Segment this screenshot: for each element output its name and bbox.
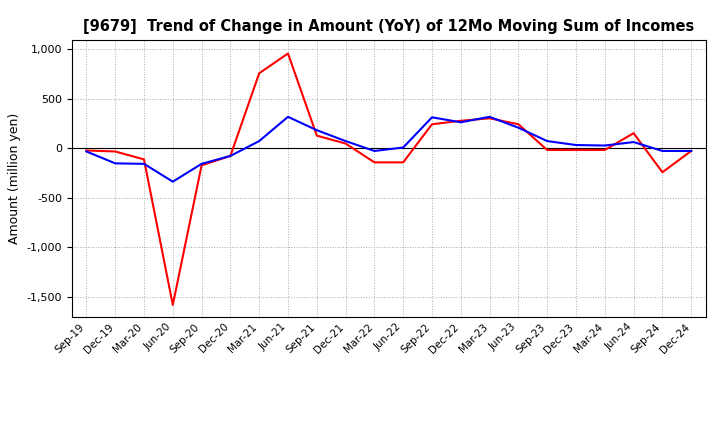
Ordinary Income bbox=[600, 143, 609, 148]
Ordinary Income bbox=[168, 179, 177, 184]
Net Income bbox=[572, 147, 580, 153]
Ordinary Income bbox=[370, 148, 379, 154]
Net Income bbox=[687, 148, 696, 154]
Ordinary Income bbox=[399, 145, 408, 150]
Ordinary Income bbox=[284, 114, 292, 119]
Net Income bbox=[658, 169, 667, 175]
Net Income bbox=[341, 141, 350, 146]
Ordinary Income bbox=[341, 139, 350, 144]
Ordinary Income bbox=[572, 143, 580, 148]
Ordinary Income bbox=[658, 148, 667, 154]
Net Income bbox=[197, 163, 206, 168]
Ordinary Income bbox=[255, 139, 264, 144]
Net Income bbox=[543, 147, 552, 153]
Net Income bbox=[284, 51, 292, 56]
Ordinary Income bbox=[687, 148, 696, 154]
Net Income bbox=[428, 121, 436, 127]
Net Income bbox=[629, 131, 638, 136]
Net Income bbox=[312, 133, 321, 138]
Net Income bbox=[255, 70, 264, 76]
Net Income bbox=[226, 153, 235, 158]
Net Income bbox=[111, 149, 120, 154]
Net Income bbox=[456, 118, 465, 123]
Ordinary Income bbox=[197, 161, 206, 166]
Ordinary Income bbox=[629, 139, 638, 145]
Ordinary Income bbox=[428, 115, 436, 120]
Ordinary Income bbox=[140, 161, 148, 166]
Net Income bbox=[370, 160, 379, 165]
Ordinary Income bbox=[312, 128, 321, 133]
Line: Ordinary Income: Ordinary Income bbox=[86, 117, 691, 182]
Ordinary Income bbox=[514, 125, 523, 130]
Ordinary Income bbox=[111, 161, 120, 166]
Ordinary Income bbox=[485, 114, 494, 119]
Ordinary Income bbox=[82, 149, 91, 154]
Y-axis label: Amount (million yen): Amount (million yen) bbox=[8, 113, 21, 244]
Ordinary Income bbox=[226, 153, 235, 158]
Ordinary Income bbox=[543, 139, 552, 144]
Net Income bbox=[82, 148, 91, 153]
Title: [9679]  Trend of Change in Amount (YoY) of 12Mo Moving Sum of Incomes: [9679] Trend of Change in Amount (YoY) o… bbox=[84, 19, 694, 34]
Line: Net Income: Net Income bbox=[86, 53, 691, 305]
Net Income bbox=[600, 147, 609, 153]
Ordinary Income bbox=[456, 120, 465, 125]
Net Income bbox=[140, 157, 148, 162]
Net Income bbox=[168, 302, 177, 308]
Net Income bbox=[514, 121, 523, 127]
Net Income bbox=[485, 116, 494, 121]
Net Income bbox=[399, 160, 408, 165]
